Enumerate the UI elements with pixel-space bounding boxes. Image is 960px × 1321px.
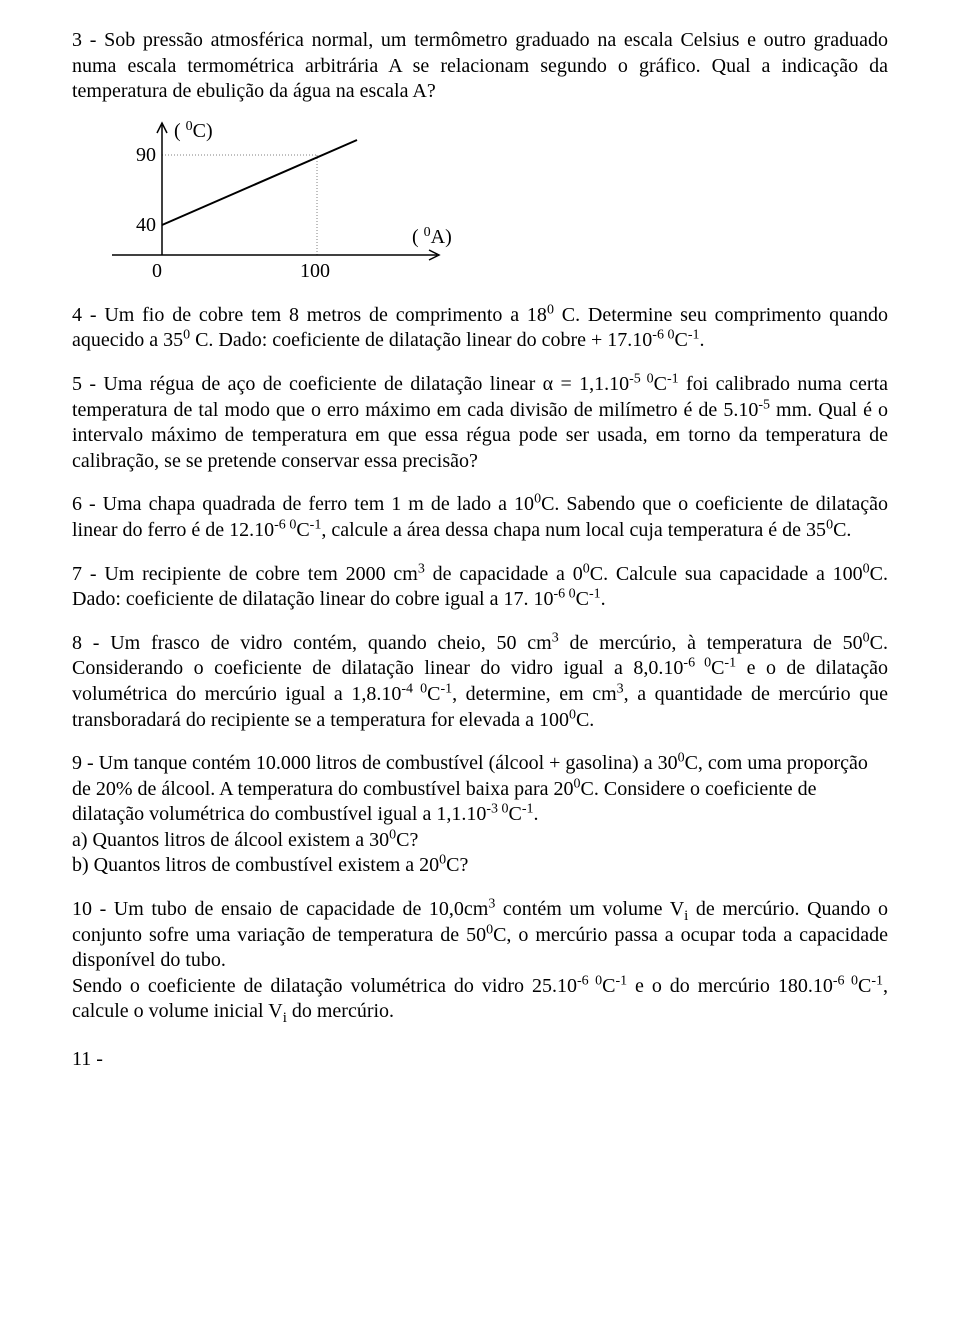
y-tick-90: 90 — [136, 144, 156, 166]
question-5: 5 - Uma régua de aço de coeficiente de d… — [72, 372, 888, 474]
x-axis-label: ( 0A) — [412, 225, 452, 248]
x-origin: 0 — [152, 260, 162, 282]
q3-text: 3 - Sob pressão atmosférica normal, um t… — [72, 29, 888, 102]
graph-calibration: ( 0C) 90 40 0 100 ( 0A) — [112, 115, 888, 285]
question-11-start: 11 - — [72, 1047, 888, 1073]
question-10: 10 - Um tubo de ensaio de capacidade de … — [72, 897, 888, 1025]
document-page: 3 - Sob pressão atmosférica normal, um t… — [0, 0, 960, 1121]
question-6: 6 - Uma chapa quadrada de ferro tem 1 m … — [72, 492, 888, 543]
y-tick-40: 40 — [136, 214, 156, 236]
question-9: 9 - Um tanque contém 10.000 litros de co… — [72, 751, 888, 879]
question-3: 3 - Sob pressão atmosférica normal, um t… — [72, 28, 888, 105]
question-4: 4 - Um fio de cobre tem 8 metros de comp… — [72, 303, 888, 354]
question-8: 8 - Um frasco de vidro contém, quando ch… — [72, 631, 888, 733]
graph-svg: ( 0C) 90 40 0 100 ( 0A) — [112, 115, 472, 285]
question-7: 7 - Um recipiente de cobre tem 2000 cm3 … — [72, 562, 888, 613]
y-axis-label: ( 0C) — [174, 119, 213, 142]
x-tick-100: 100 — [300, 260, 330, 282]
